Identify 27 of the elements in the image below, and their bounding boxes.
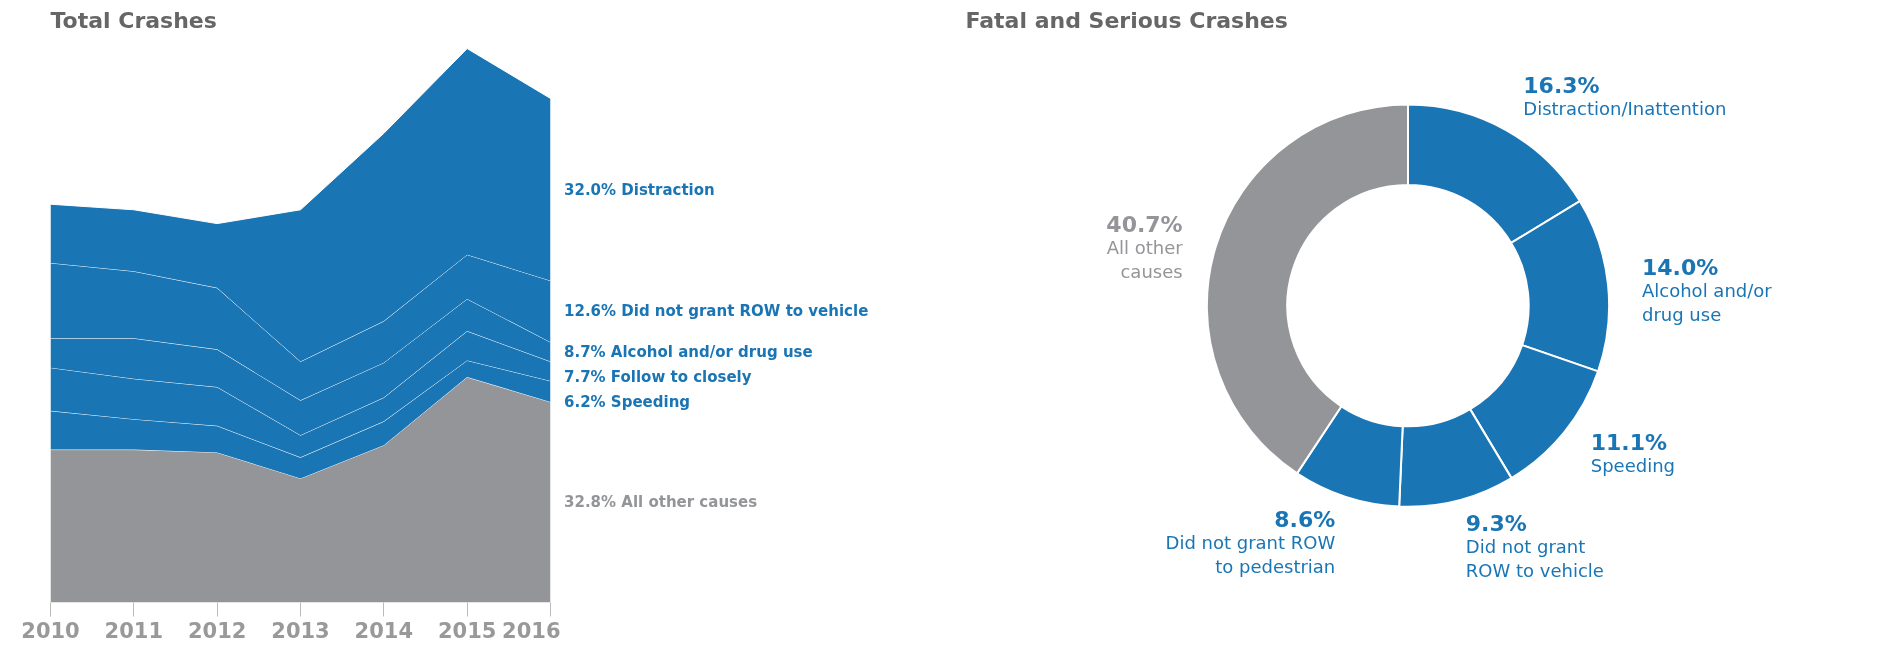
series-label: 7.7% Follow to closely xyxy=(564,367,752,386)
slice-label: Distraction/Inattention xyxy=(1523,98,1727,120)
slice-label: Did not grant ROW to pedestrian xyxy=(1165,531,1336,577)
x-tick-label: 2015 xyxy=(437,618,497,643)
slice-label: Did not grant ROW to vehicle xyxy=(1465,536,1604,582)
series-label: 6.2% Speeding xyxy=(564,393,691,412)
x-tick-label: 2010 xyxy=(21,618,80,643)
slice-label: All other causes xyxy=(1106,237,1184,283)
x-tick-label: 2016 xyxy=(502,618,561,643)
chart-title: Fatal and Serious Crashes xyxy=(965,7,1288,33)
data-label: 8.6% xyxy=(1274,506,1336,532)
data-label: 40.7% xyxy=(1106,212,1183,238)
data-label: 16.3% xyxy=(1523,73,1600,99)
chart-title: Total Crashes xyxy=(50,7,217,33)
slice-label: Alcohol and/or drug use xyxy=(1641,280,1773,326)
data-label: 11.1% xyxy=(1590,430,1668,456)
x-tick-label: 2012 xyxy=(187,618,247,643)
series-label: 32.8% All other causes xyxy=(564,493,758,512)
series-label: 12.6% Did not grant ROW to vehicle xyxy=(564,302,869,321)
slice-label: Speeding xyxy=(1590,455,1675,477)
data-label: 14.0% xyxy=(1641,255,1719,281)
x-tick-label: 2011 xyxy=(104,618,164,643)
data-label: 9.3% xyxy=(1465,511,1527,537)
x-tick-label: 2014 xyxy=(354,618,414,643)
x-tick-label: 2013 xyxy=(271,618,330,643)
series-label: 32.0% Distraction xyxy=(564,180,715,199)
series-label: 8.7% Alcohol and/or drug use xyxy=(564,342,813,361)
